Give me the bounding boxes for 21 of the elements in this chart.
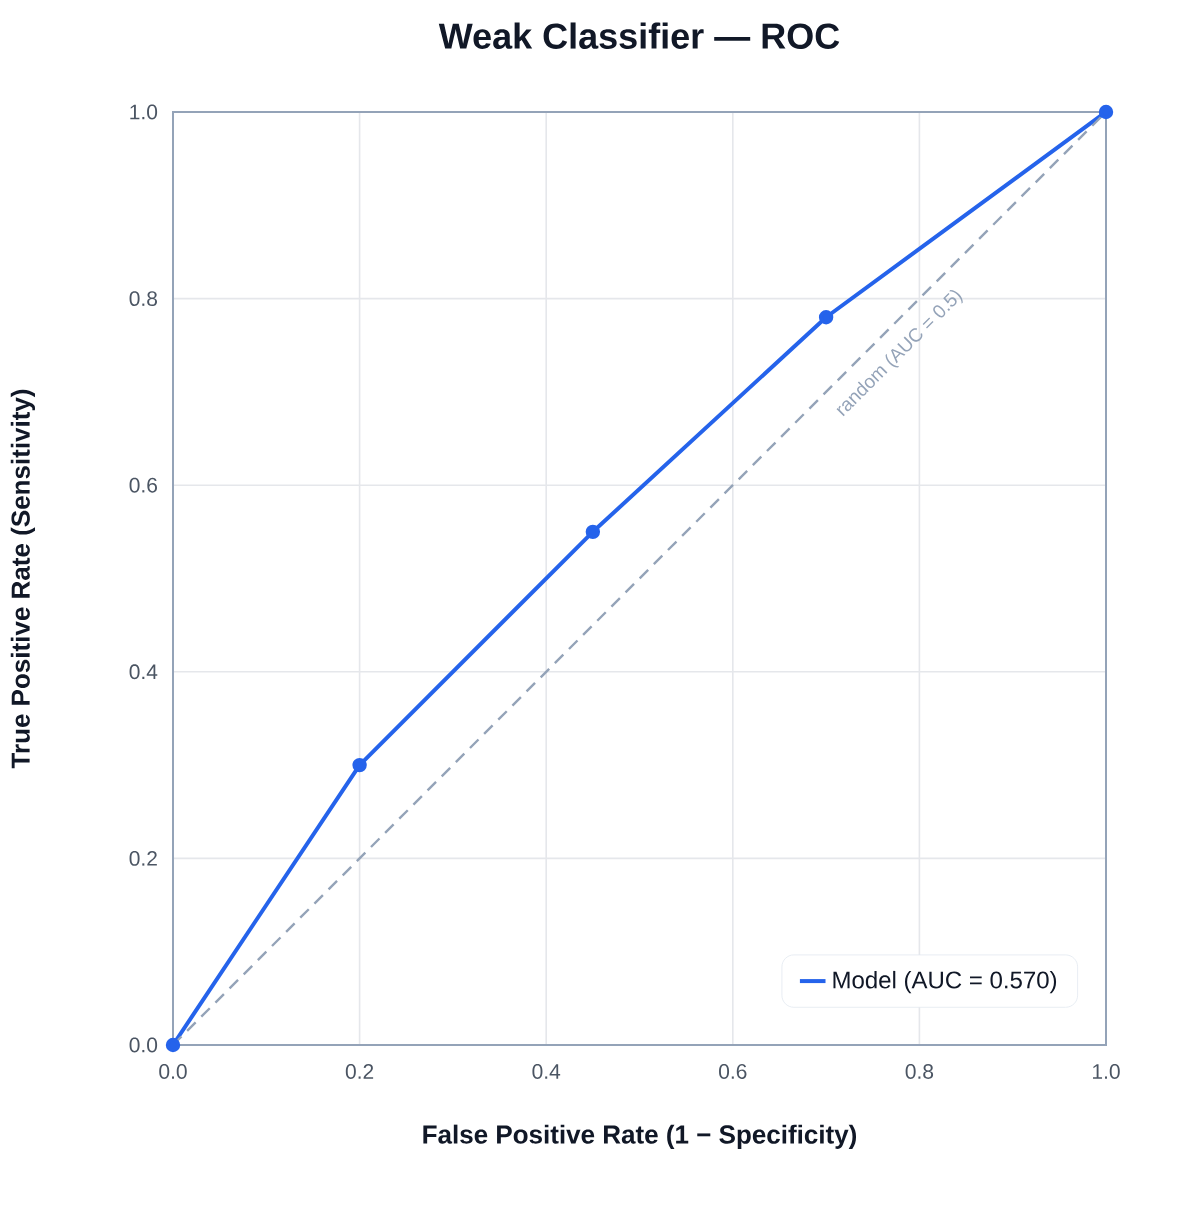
point	[352, 757, 367, 773]
x-tick-label: 0.6	[719, 1064, 747, 1079]
x-tick-label: 1.0	[1093, 1064, 1120, 1079]
y-tick-label: 0.0	[129, 1037, 158, 1053]
y-tick-label: 0.8	[129, 291, 158, 307]
y-tick-label: 1.0	[130, 104, 158, 120]
x-tick-label: 0.8	[905, 1064, 934, 1079]
x-tick-label: 0.0	[159, 1064, 187, 1079]
y-tick-label: 0.4	[129, 664, 158, 680]
point	[585, 524, 601, 540]
y-tick-label: 0.2	[129, 850, 157, 866]
x-tick-label: 0.4	[532, 1064, 561, 1079]
x-tick-label: 0.2	[345, 1064, 374, 1079]
y-tick-label: 0.6	[129, 477, 158, 493]
y-axis-title: True Positive Rate (Sensitivity)	[10, 389, 36, 769]
point	[1098, 104, 1114, 120]
chart-title: Weak Classifier — ROC	[438, 22, 840, 49]
x-axis-title: False Positive Rate (1 − Specificity)	[423, 1124, 857, 1149]
point	[818, 310, 834, 325]
point	[165, 1037, 181, 1053]
legend-label: Model (AUC = 0.570)	[833, 970, 1057, 994]
